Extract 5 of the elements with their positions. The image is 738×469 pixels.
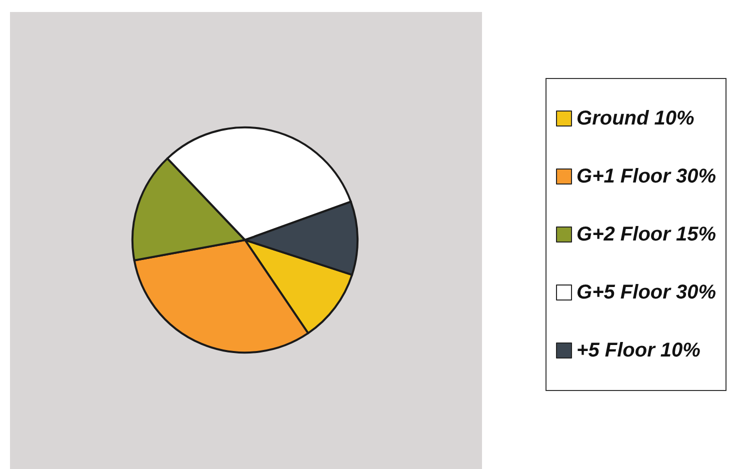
legend-label: G+2 Floor 15% — [576, 224, 716, 246]
legend-label: G+1 Floor 30% — [576, 166, 716, 188]
legend-label: Ground 10% — [576, 108, 695, 130]
legend-label: G+5 Floor 30% — [576, 282, 716, 304]
legend-label: +5 Floor 10% — [576, 340, 701, 362]
